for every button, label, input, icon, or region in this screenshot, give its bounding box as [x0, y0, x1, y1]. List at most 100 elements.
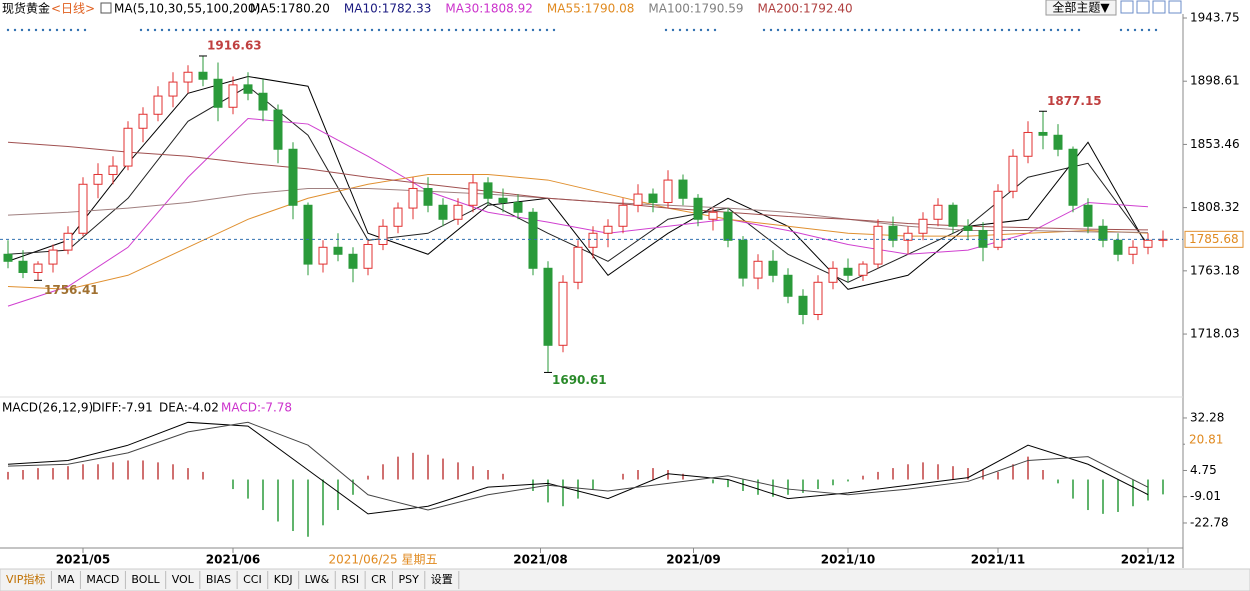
- candle-body: [378, 225, 388, 245]
- candle-body: [318, 246, 328, 265]
- dot-decoration: [300, 28, 304, 32]
- dot-decoration: [405, 28, 409, 32]
- candle-body: [303, 204, 313, 265]
- candle-body: [198, 71, 208, 80]
- ma-legend: MA5:1780.20: [250, 2, 330, 16]
- candle-body: [963, 225, 973, 231]
- dot-decoration: [468, 28, 472, 32]
- candle-body: [3, 253, 13, 262]
- extreme-label: 1756.41: [44, 283, 99, 297]
- candle-body: [78, 183, 88, 234]
- dot-decoration: [937, 28, 941, 32]
- dot-decoration: [503, 28, 507, 32]
- dot-decoration: [363, 28, 367, 32]
- dot-decoration: [55, 28, 59, 32]
- dea-line: [7, 421, 1149, 511]
- candle-body: [948, 204, 958, 227]
- tab[interactable]: VIP指标: [6, 572, 45, 586]
- dot-decoration: [797, 28, 801, 32]
- dot-decoration: [216, 28, 220, 32]
- candle-body: [168, 81, 178, 97]
- tab[interactable]: PSY: [398, 573, 419, 586]
- dot-decoration: [251, 28, 255, 32]
- dot-decoration: [391, 28, 395, 32]
- tab[interactable]: RSI: [341, 573, 359, 586]
- tab[interactable]: BIAS: [206, 573, 231, 586]
- candle-body: [1083, 204, 1093, 227]
- macd-y-tick-label: -9.01: [1190, 489, 1221, 503]
- dot-decoration: [286, 28, 290, 32]
- candle-body: [633, 193, 643, 206]
- dot-decoration: [839, 28, 843, 32]
- candle-body: [333, 246, 343, 255]
- candle-body: [603, 225, 613, 234]
- dot-decoration: [258, 28, 262, 32]
- dot-decoration: [1077, 28, 1081, 32]
- icon[interactable]: [1136, 0, 1150, 14]
- dot-decoration: [1133, 28, 1137, 32]
- tab[interactable]: BOLL: [131, 573, 160, 586]
- dot-decoration: [811, 28, 815, 32]
- dot-decoration: [524, 28, 528, 32]
- candle-body: [1128, 246, 1138, 255]
- candle-body: [618, 204, 628, 227]
- dot-decoration: [6, 28, 10, 32]
- dot-decoration: [510, 28, 514, 32]
- tab[interactable]: MA: [57, 573, 74, 586]
- icon[interactable]: [1120, 0, 1134, 14]
- y-tick-label: 1808.32: [1190, 200, 1240, 214]
- dot-decoration: [146, 28, 150, 32]
- candle-body: [258, 92, 268, 111]
- dot-decoration: [244, 28, 248, 32]
- tab[interactable]: VOL: [172, 573, 195, 586]
- dot-decoration: [993, 28, 997, 32]
- dot-decoration: [370, 28, 374, 32]
- dot-decoration: [482, 28, 486, 32]
- dot-decoration: [923, 28, 927, 32]
- icon[interactable]: [1168, 0, 1182, 14]
- dot-decoration: [293, 28, 297, 32]
- tab[interactable]: CCI: [243, 573, 262, 586]
- candle-body: [1068, 148, 1078, 206]
- icon[interactable]: [1152, 0, 1166, 14]
- dot-decoration: [307, 28, 311, 32]
- x-tick-label: 2021/08: [513, 553, 567, 567]
- dot-decoration: [678, 28, 682, 32]
- dot-decoration: [489, 28, 493, 32]
- dot-decoration: [1070, 28, 1074, 32]
- candle-body: [138, 113, 148, 129]
- candle-body: [993, 190, 1003, 248]
- dot-decoration: [930, 28, 934, 32]
- ma-legend: MA100:1790.59: [648, 2, 743, 16]
- candle-body: [873, 225, 883, 265]
- dot-decoration: [230, 28, 234, 32]
- candle-body: [288, 148, 298, 206]
- candle-body: [543, 267, 553, 346]
- tab[interactable]: 设置: [431, 573, 453, 586]
- dot-decoration: [699, 28, 703, 32]
- ma-line: [7, 173, 1149, 290]
- dot-decoration: [1014, 28, 1018, 32]
- dot-decoration: [769, 28, 773, 32]
- tab[interactable]: LW&: [305, 573, 330, 586]
- theme-button-label[interactable]: 全部主题▼: [1052, 0, 1110, 15]
- dot-decoration: [1035, 28, 1039, 32]
- candle-body: [738, 239, 748, 279]
- dot-decoration: [223, 28, 227, 32]
- dot-decoration: [188, 28, 192, 32]
- macd-y-tick-label: 4.75: [1190, 463, 1217, 477]
- dot-decoration: [1140, 28, 1144, 32]
- dot-decoration: [818, 28, 822, 32]
- candle-body: [93, 173, 103, 185]
- tab[interactable]: KDJ: [274, 573, 293, 586]
- dot-decoration: [76, 28, 80, 32]
- symbol: 现货黄金: [2, 1, 50, 16]
- candle-body: [1008, 155, 1018, 192]
- candle-body: [438, 204, 448, 220]
- theme-button[interactable]: [1045, 0, 1117, 16]
- tab[interactable]: CR: [371, 573, 387, 586]
- tab[interactable]: MACD: [86, 573, 119, 586]
- candle-body: [708, 211, 718, 220]
- candle-body: [828, 267, 838, 283]
- dot-decoration: [202, 28, 206, 32]
